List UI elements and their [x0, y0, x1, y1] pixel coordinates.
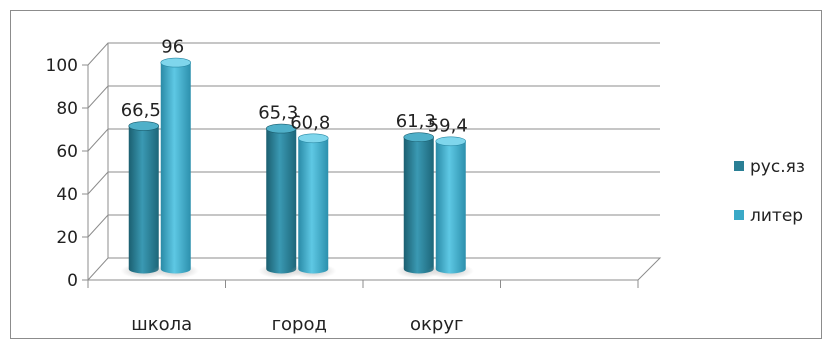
- x-category-label: округ: [410, 314, 463, 335]
- y-axis-ticks: 0 20 40 60 80 100: [46, 56, 88, 291]
- bar-body: [128, 126, 159, 274]
- data-label: 60,8: [290, 112, 330, 133]
- data-label: 59,4: [428, 115, 468, 136]
- bar-body: [266, 128, 297, 274]
- floor: [86, 257, 662, 281]
- legend-swatch-rus: [734, 161, 744, 171]
- data-label: 65,3: [258, 103, 298, 124]
- gridline: [87, 85, 660, 109]
- legend-label-liter: литер: [750, 206, 803, 226]
- data-label: 96: [161, 37, 184, 58]
- bars: [120, 57, 474, 279]
- bar: [395, 132, 442, 279]
- bar: [290, 133, 337, 279]
- legend-swatch-liter: [734, 210, 744, 220]
- y-tick-label: 0: [67, 271, 78, 291]
- y-tick-label: 100: [46, 56, 78, 76]
- bar-body: [435, 141, 466, 274]
- y-tick-label: 40: [56, 185, 78, 205]
- bar-body: [403, 137, 434, 274]
- x-category-label: город: [272, 314, 327, 335]
- legend-label-rus: рус.яз: [750, 157, 805, 177]
- bar: [258, 123, 305, 279]
- bar-top: [160, 57, 192, 68]
- bar-top: [128, 121, 160, 131]
- x-category-label: школа: [131, 314, 192, 335]
- bar-body: [298, 138, 329, 274]
- y-tick-label: 60: [56, 142, 78, 162]
- gridline: [87, 128, 660, 152]
- plot-walls: [86, 42, 662, 281]
- gridline: [87, 214, 660, 238]
- bar: [152, 57, 199, 279]
- data-label: 66,5: [121, 100, 161, 121]
- gridline: [87, 171, 660, 195]
- y-tick-label: 20: [56, 228, 78, 248]
- bar-top: [265, 123, 297, 134]
- bar-top: [403, 132, 435, 143]
- bar-top: [435, 136, 467, 147]
- x-axis-categories: школа город округ: [87, 280, 639, 335]
- bar-body: [160, 62, 191, 274]
- data-labels: 66,5 65,3 61,3 96 60,8 59,4: [121, 37, 468, 137]
- bar: [120, 121, 167, 279]
- legend: рус.яз литер: [734, 157, 805, 226]
- y-tick-label: 80: [56, 99, 78, 119]
- data-label: 61,3: [396, 111, 436, 132]
- gridlines: [87, 85, 660, 238]
- bar-top: [297, 133, 329, 144]
- bar: [427, 136, 474, 279]
